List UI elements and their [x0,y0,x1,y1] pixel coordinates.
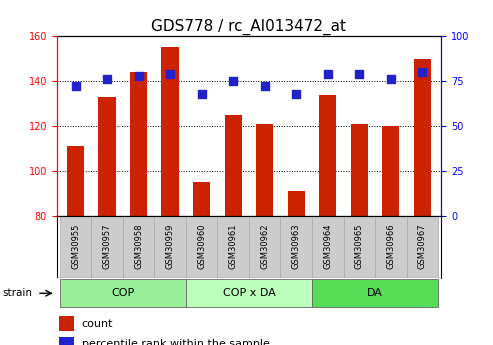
Text: DA: DA [367,288,383,298]
Text: GSM30961: GSM30961 [229,224,238,269]
Bar [162,47,179,216]
Text: COP x DA: COP x DA [223,288,275,298]
Point [387,77,395,82]
Bar [60,216,91,278]
Bar [344,216,375,278]
Bar [249,216,281,278]
Text: GSM30958: GSM30958 [134,224,143,269]
Bar [186,216,217,278]
Text: GSM30963: GSM30963 [292,224,301,269]
Point [198,91,206,96]
Point [419,69,426,75]
Bar [154,216,186,278]
Text: percentile rank within the sample: percentile rank within the sample [82,339,270,345]
Bar [351,124,368,216]
Bar [130,72,147,216]
Point [135,73,142,78]
Bar [414,59,431,216]
Point [229,78,237,84]
Bar [193,182,211,216]
Point [324,71,332,77]
Text: GSM30966: GSM30966 [387,224,395,269]
Bar [382,126,399,216]
Bar [224,115,242,216]
Bar [281,216,312,278]
Bar [287,191,305,216]
Bar [123,216,154,278]
Bar [312,216,344,278]
Bar [60,279,186,307]
Text: COP: COP [111,288,135,298]
Text: GSM30955: GSM30955 [71,224,80,269]
Bar [186,279,312,307]
Bar [67,146,84,216]
Bar [407,216,438,278]
Point [71,84,79,89]
Point [261,84,269,89]
Bar [59,316,74,331]
Title: GDS778 / rc_AI013472_at: GDS778 / rc_AI013472_at [151,19,347,35]
Text: GSM30967: GSM30967 [418,224,427,269]
Text: strain: strain [2,288,33,298]
Point [292,91,300,96]
Text: GSM30965: GSM30965 [355,224,364,269]
Text: GSM30960: GSM30960 [197,224,206,269]
Bar [217,216,249,278]
Bar [375,216,407,278]
Text: count: count [82,319,113,328]
Bar [59,337,74,345]
Bar [91,216,123,278]
Text: GSM30962: GSM30962 [260,224,269,269]
Text: GSM30957: GSM30957 [103,224,111,269]
Bar [319,95,336,216]
Text: GSM30959: GSM30959 [166,224,175,269]
Point [166,71,174,77]
Bar [99,97,116,216]
Point [355,71,363,77]
Bar [256,124,274,216]
Point [103,77,111,82]
Bar [312,279,438,307]
Text: GSM30964: GSM30964 [323,224,332,269]
